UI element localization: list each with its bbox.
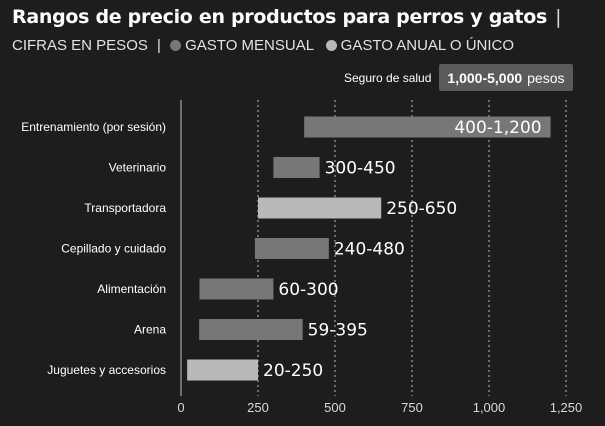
x-tick-label: 0 — [177, 400, 184, 415]
bar-transportadora — [258, 197, 382, 219]
legend-label-monthly: GASTO MENSUAL — [185, 37, 314, 54]
value-label-cepillado-y-cuidado: 240-480 — [334, 240, 405, 260]
callout-label: Seguro de salud — [344, 70, 432, 85]
category-label: Juguetes y accesorios — [47, 363, 166, 377]
x-tick-label: 750 — [401, 400, 423, 415]
legend-dot-annual — [325, 40, 337, 51]
title-separator: | — [555, 6, 562, 28]
category-label: Transportadora — [84, 201, 166, 215]
subtitle-legend: CIFRAS EN PESOS | GASTO MENSUAL GASTO AN… — [12, 37, 514, 54]
gridlines — [180, 100, 567, 396]
callout-value: 1,000-5,000 — [447, 69, 523, 86]
bar-juguetes-y-accesorios — [187, 359, 258, 381]
subtitle-separator: | — [157, 37, 161, 54]
x-tick-label: 1,000 — [473, 400, 506, 415]
range-bars — [187, 116, 551, 381]
value-label-juguetes-y-accesorios: 20-250 — [263, 361, 323, 381]
value-labels: 400-1,200 300-450 240-480 60-300 59-395 250-6… — [263, 118, 542, 381]
health-insurance-callout: Seguro de salud 1,000-5,000 pesos — [344, 64, 573, 91]
value-label-arena: 59-395 — [308, 321, 368, 341]
x-tick-label: 500 — [324, 400, 346, 415]
subtitle-units: CIFRAS EN PESOS — [12, 37, 148, 54]
bar-entrenamiento-por-sesion — [304, 116, 551, 138]
value-label-veterinario: 300-450 — [325, 159, 396, 179]
legend-dot-monthly — [170, 40, 182, 51]
x-tick-label: 1,250 — [550, 400, 583, 415]
callout-unit: pesos — [527, 69, 565, 86]
bar-arena — [199, 319, 303, 340]
category-labels: Entrenamiento (por sesión) Veterinario Tra… — [21, 120, 166, 377]
bar-cepillado-y-cuidado — [254, 238, 329, 259]
x-tick-label: 250 — [247, 400, 269, 415]
legend-label-annual: GASTO ANUAL O ÚNICO — [340, 37, 515, 54]
bar-veterinario — [273, 157, 320, 178]
category-label: Veterinario — [109, 161, 167, 175]
category-label: Arena — [134, 323, 166, 337]
value-label-alimentacion: 60-300 — [278, 280, 338, 300]
value-label-entrenamiento-por-sesion: 400-1,200 — [454, 118, 541, 138]
category-label: Entrenamiento (por sesión) — [21, 120, 166, 134]
callout-box: 1,000-5,000 pesos — [439, 64, 573, 91]
x-axis-ticks: 0 250 500 750 1,000 1,250 — [177, 400, 582, 415]
chart-title: Rangos de precio en productos para perro… — [12, 6, 561, 28]
bar-alimentacion — [199, 278, 274, 300]
category-label: Cepillado y cuidado — [61, 242, 166, 256]
category-label: Alimentación — [97, 282, 166, 296]
title-text: Rangos de precio en productos para perro… — [12, 6, 548, 28]
value-label-transportadora: 250-650 — [386, 199, 457, 219]
